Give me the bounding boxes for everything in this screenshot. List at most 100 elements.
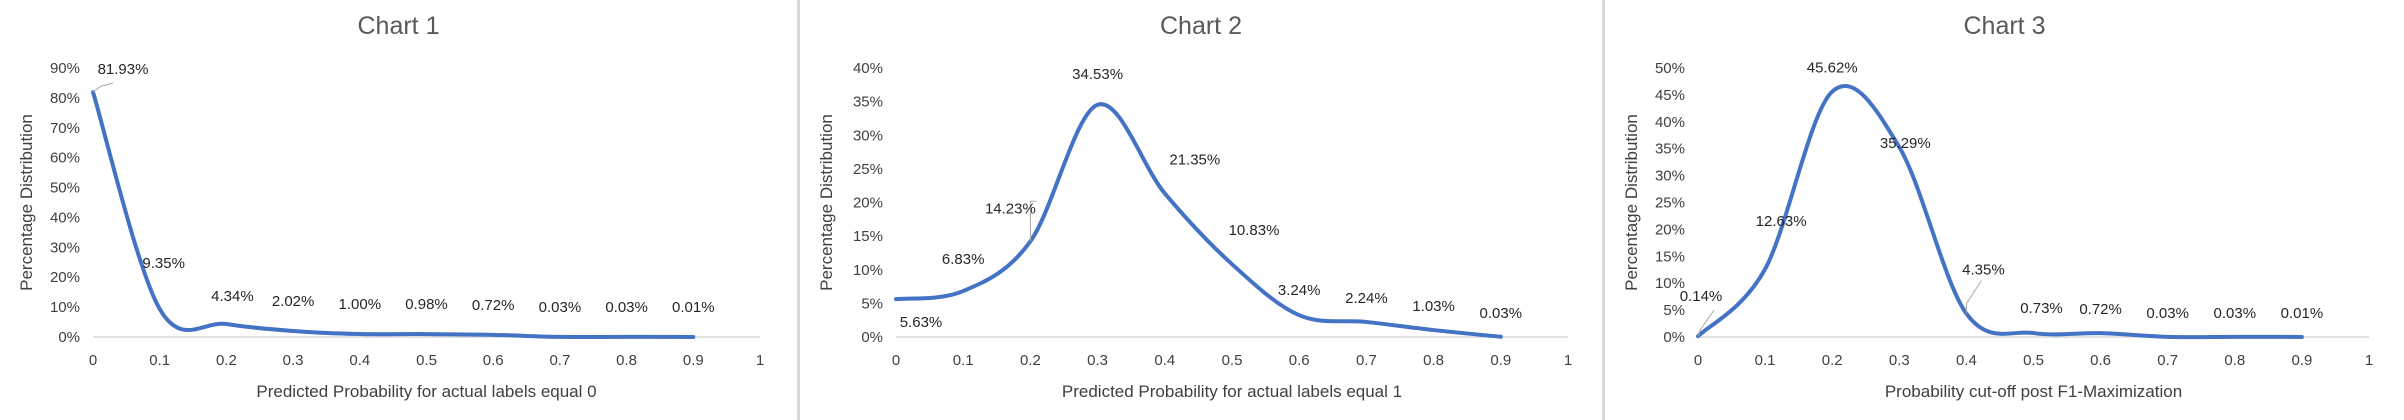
chart-2-svg: Chart 2 0% 5% 10% 15% 20% 25% 30% 35% 40% 0 0.1 0.2 0… [817, 12, 1572, 401]
y-tick-label: 30% [1655, 168, 1685, 185]
y-tick-label: 90% [50, 60, 80, 77]
series-line [894, 102, 1503, 339]
x-tick-label: 0.4 [349, 352, 370, 369]
data-label: 0.03% [2146, 305, 2189, 322]
data-label: 45.62% [1807, 60, 1858, 77]
panel-divider [1602, 0, 1605, 420]
x-tick-label: 0.3 [283, 352, 304, 369]
x-axis-label: Predicted Probability for actual labels … [1062, 382, 1402, 401]
y-tick-label: 70% [50, 120, 80, 137]
data-label: 81.93% [98, 61, 149, 78]
data-label: 4.34% [211, 288, 254, 305]
chart-title: Chart 1 [358, 12, 440, 40]
series-line [1696, 84, 2304, 340]
x-tick-label: 0.1 [149, 352, 170, 369]
y-tick-label: 15% [1655, 248, 1685, 265]
data-label: 1.00% [339, 296, 382, 313]
x-tick-label: 0.1 [953, 352, 974, 369]
y-tick-label: 0% [58, 329, 80, 346]
data-label: 14.23% [985, 200, 1036, 217]
y-tick-label: 50% [1655, 60, 1685, 77]
y-tick-label: 10% [50, 299, 80, 316]
data-label: 34.53% [1072, 66, 1123, 83]
x-tick-label: 0 [892, 352, 900, 369]
x-tick-label: 0.3 [1087, 352, 1108, 369]
y-tick-label: 30% [50, 239, 80, 256]
x-axis-label: Probability cut-off post F1-Maximization [1885, 382, 2182, 401]
data-label: 0.03% [539, 299, 582, 316]
y-tick-label: 40% [50, 209, 80, 226]
y-axis-label: Percentage Distribution [1622, 114, 1641, 291]
x-tick-label: 0.3 [1889, 352, 1910, 369]
x-tick-label: 1 [756, 352, 764, 369]
x-tick-label: 0.6 [2090, 352, 2111, 369]
chart-title: Chart 2 [1160, 12, 1242, 40]
y-axis-label: Percentage Distribution [817, 114, 836, 291]
y-tick-label: 35% [853, 94, 883, 111]
x-tick-label: 0 [1694, 352, 1702, 369]
y-tick-label: 5% [1663, 302, 1685, 319]
y-tick-label: 50% [50, 180, 80, 197]
y-tick-label: 30% [853, 127, 883, 144]
x-tick-label: 0.1 [1755, 352, 1776, 369]
data-label: 21.35% [1169, 151, 1220, 168]
data-label: 0.14% [1680, 288, 1723, 305]
chart-title: Chart 3 [1964, 12, 2046, 40]
data-label: 9.35% [142, 255, 185, 272]
x-tick-label: 0.6 [1289, 352, 1310, 369]
x-tick-label: 0.9 [2291, 352, 2312, 369]
x-tick-label: 0.8 [1423, 352, 1444, 369]
y-tick-label: 80% [50, 90, 80, 107]
x-tick-label: 0.9 [683, 352, 704, 369]
data-label: 0.72% [2079, 301, 2122, 318]
y-tick-label: 20% [853, 195, 883, 212]
data-label: 0.73% [2020, 300, 2063, 317]
x-tick-label: 0.8 [2224, 352, 2245, 369]
data-label: 0.03% [1480, 305, 1523, 322]
panel-divider [797, 0, 800, 420]
y-tick-label: 15% [853, 228, 883, 245]
data-label: 4.35% [1962, 262, 2005, 279]
x-tick-label: 0 [89, 352, 97, 369]
x-tick-label: 0.7 [549, 352, 570, 369]
series-line [91, 90, 696, 340]
chart-1-svg: Chart 1 0% 10% 20% 30% 40% 50% 60% 70% 80% 90% 0 0.1… [17, 12, 764, 401]
leader-line [1029, 200, 1037, 242]
data-label: 5.63% [900, 314, 943, 331]
leader-line [1697, 309, 1715, 337]
data-label: 2.24% [1345, 290, 1388, 307]
x-tick-label: 0.4 [1154, 352, 1175, 369]
x-tick-label: 1 [2365, 352, 2373, 369]
x-tick-label: 0.2 [1020, 352, 1041, 369]
y-tick-label: 20% [1655, 221, 1685, 238]
chart-panel-2: Chart 2 0% 5% 10% 15% 20% 25% 30% 35% 40% 0 0.1 0.2 0… [800, 0, 1602, 420]
x-tick-label: 0.5 [1222, 352, 1243, 369]
data-label: 0.72% [472, 297, 515, 314]
chart-panel-1: Chart 1 0% 10% 20% 30% 40% 50% 60% 70% 80% 90% 0 0.1… [0, 0, 797, 420]
y-tick-label: 20% [50, 269, 80, 286]
y-tick-label: 60% [50, 150, 80, 167]
y-tick-label: 25% [1655, 195, 1685, 212]
x-tick-label: 0.9 [1490, 352, 1511, 369]
x-tick-label: 0.7 [1356, 352, 1377, 369]
y-tick-label: 0% [861, 329, 883, 346]
data-label: 0.98% [405, 296, 448, 313]
data-label: 3.24% [1278, 282, 1321, 299]
data-label: 0.01% [2281, 305, 2324, 322]
leader-line [1965, 280, 1982, 314]
y-tick-label: 40% [853, 60, 883, 77]
chart-3-svg: Chart 3 0% 5% 10% 15% 20% 25% 30% 35% 40% 45% 50% 0 0… [1622, 12, 2373, 401]
x-tick-label: 0.5 [416, 352, 437, 369]
leader-line [92, 82, 114, 93]
x-tick-label: 0.6 [483, 352, 504, 369]
data-label: 0.03% [605, 299, 648, 316]
data-label: 10.83% [1229, 222, 1280, 239]
data-label: 0.03% [2214, 305, 2257, 322]
x-tick-label: 0.2 [1822, 352, 1843, 369]
y-tick-label: 5% [861, 295, 883, 312]
x-tick-label: 0.4 [1956, 352, 1977, 369]
x-tick-label: 0.8 [616, 352, 637, 369]
chart-panel-3: Chart 3 0% 5% 10% 15% 20% 25% 30% 35% 40% 45% 50% 0 0… [1605, 0, 2404, 420]
data-label: 2.02% [272, 293, 315, 310]
